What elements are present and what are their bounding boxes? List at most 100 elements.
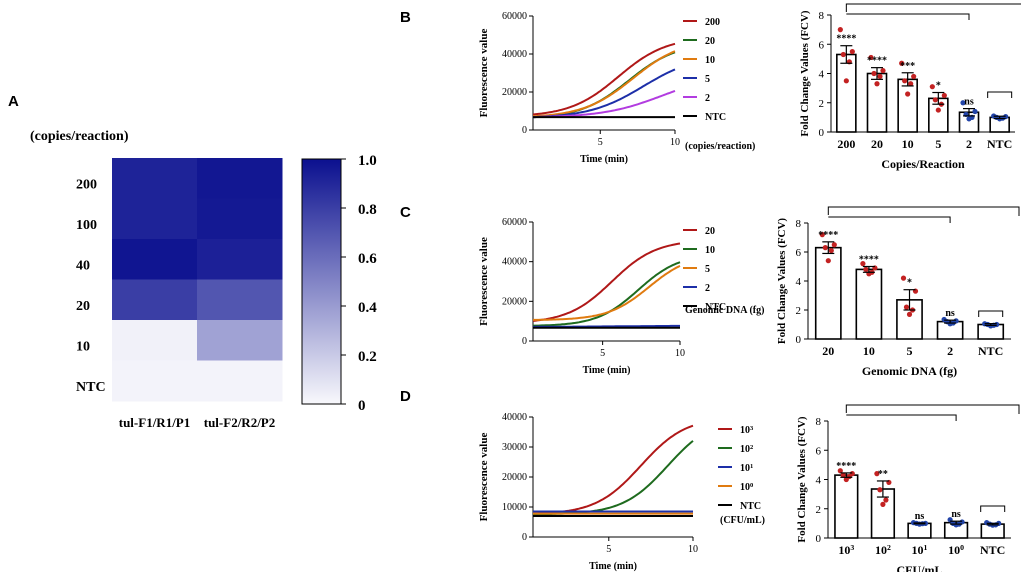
legend-label: 102 [740,444,753,456]
data-point [902,78,908,84]
data-point [849,48,855,55]
data-point [900,275,907,281]
y-tick-label: 8 [796,218,802,230]
legend-label: 103 [740,425,754,437]
ntc-bracket [987,91,1013,98]
significance-label: ns [945,308,955,319]
y-tick-label: 6 [819,39,825,51]
x-tick-label: 5 [606,544,611,555]
legend-label: 20 [705,36,715,47]
heatmap-row-label: 100 [76,218,97,233]
significance-label: **** [836,34,856,45]
heatmap-cell [112,239,198,280]
significance-label: * [936,81,941,92]
heatmap-panel: (copies/reaction) 200 100 40 20 10 NTC tul-F1/R… [30,129,377,430]
heatmap-column-label: tul-F2/R2/P2 [204,415,276,430]
data-point [903,304,910,310]
y-tick-label: 2 [816,504,822,516]
bar [897,78,918,133]
heatmap-cell [112,158,198,199]
series-line [533,265,681,321]
heatmap-cell [112,320,198,361]
legend-label: NTC [705,112,726,123]
x-tick-label: 10 [675,348,685,359]
x-tick-label: NTC [978,344,1003,358]
legend-label: 2 [705,283,710,294]
legend-label: NTC [740,501,761,512]
x-tick-label: 100 [948,543,964,558]
x-tick-label: 103 [838,543,854,558]
heatmap-title: (copies/reaction) [30,129,129,144]
data-point [837,27,843,33]
data-point [972,108,978,115]
x-tick-label: 10 [902,137,914,151]
y-tick-label: 2 [819,98,825,110]
heatmap-column-label: tul-F1/R1/P1 [119,415,191,430]
x-tick-label: 2 [966,137,972,151]
legend-label: 2 [705,93,710,104]
data-point [840,51,846,58]
series-line [532,42,676,116]
y-tick-label: 0 [522,336,527,347]
data-point [883,497,889,503]
data-point [880,501,886,507]
colorbar-tick-label: 0.8 [358,202,377,218]
data-point [877,73,883,80]
y-tick-label: 10000 [502,502,527,513]
y-tick-label: 40000 [502,257,527,268]
series-line [533,68,676,119]
y-axis-label: Fold Change Values (FCV) [796,416,808,543]
x-axis-label: Genomic DNA (fg) [862,364,957,378]
data-point [868,54,874,61]
legend-label: 10 [705,55,715,66]
x-tick-label: 10 [670,137,680,148]
legend-label: 20 [705,226,715,237]
series-line [532,424,694,515]
heatmap-cell [112,360,198,402]
data-point [932,97,938,103]
x-tick-label: 5 [598,137,603,148]
data-point [905,91,911,97]
data-point [828,247,834,254]
legend-label: 101 [740,463,753,475]
y-tick-label: 8 [816,416,822,428]
x-tick-label: 5 [907,344,913,358]
y-axis-label: Fold Change Values (FCV) [776,218,788,345]
colorbar-tick-label: 0.2 [358,349,377,365]
heatmap-cell [197,279,283,321]
y-axis-label: Fold Change Values (FCV) [799,10,811,137]
y-tick-label: 60000 [502,217,527,228]
data-point [819,232,825,238]
x-tick-label: 5 [935,137,941,151]
x-tick-label: 10 [688,544,698,555]
significance-label: ns [915,511,925,522]
heatmap-cell [112,198,198,240]
heatmap-cell [197,158,283,199]
significance-label: **** [867,56,887,67]
legend-label: 5 [705,74,710,85]
y-tick-label: 0 [522,532,527,543]
data-point [863,266,869,272]
data-point [908,81,914,87]
data-point [822,245,828,251]
legend-label: 5 [705,264,710,275]
data-point [941,92,947,99]
fold-change-bar-panel-b: 0 2 4 6 8 Fold Change Values (FCV) Copies/Reac… [799,3,1021,171]
panel-label-d: D [400,388,411,405]
x-tick-label: 10 [863,344,875,358]
x-axis-label: CFU/mL [897,563,943,572]
bar [855,268,883,340]
series-line [532,242,681,322]
x-tick-label: 102 [875,543,891,558]
y-axis-label: Fluorescence value [478,237,490,326]
panel-label-a: A [8,93,19,110]
y-tick-label: 6 [796,247,802,259]
y-tick-label: 0 [819,127,825,139]
ntc-bracket [978,310,1004,317]
data-point [911,73,917,80]
bar [834,474,859,539]
data-point [966,116,972,122]
heatmap-row-label: NTC [76,380,106,395]
comparison-bracket [827,206,1020,216]
